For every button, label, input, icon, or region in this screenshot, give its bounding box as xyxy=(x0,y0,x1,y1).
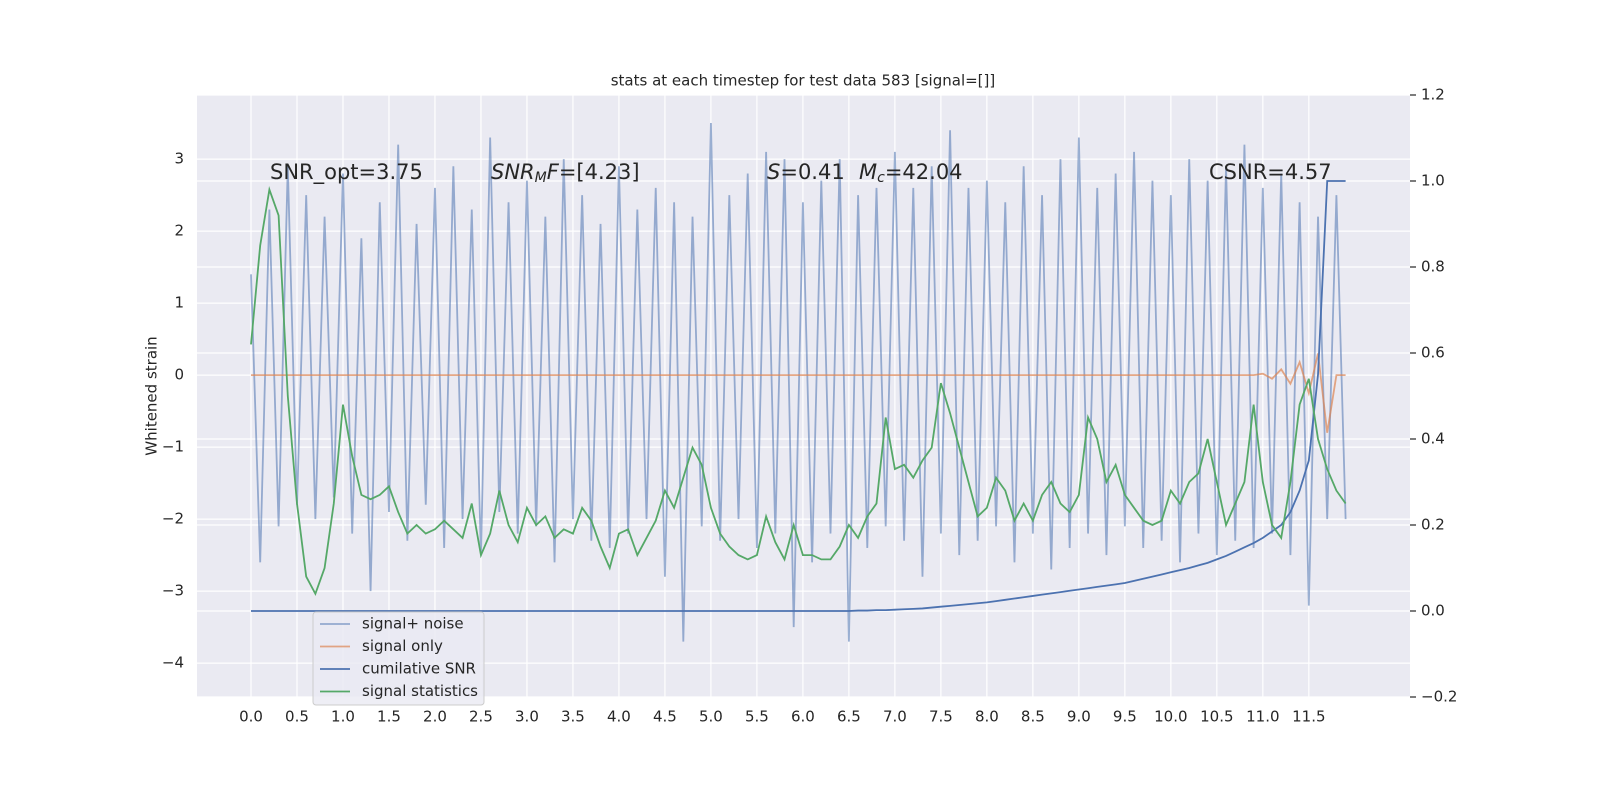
x-tick-label: 5.5 xyxy=(745,708,769,726)
y-tick-label: −2 xyxy=(162,510,184,528)
x-tick-label: 8.5 xyxy=(1021,708,1045,726)
y-tick-label: 1 xyxy=(174,294,184,312)
annotation: SNR_opt=3.75 xyxy=(270,160,423,185)
x-tick-label: 3.5 xyxy=(561,708,585,726)
y2-tick-label: 1.2 xyxy=(1421,86,1445,104)
x-tick-label: 9.0 xyxy=(1067,708,1091,726)
x-tick-label: 6.0 xyxy=(791,708,815,726)
chart-title: stats at each timestep for test data 583… xyxy=(611,72,996,90)
y-tick-label: 2 xyxy=(174,222,184,240)
x-tick-label: 11.0 xyxy=(1246,708,1279,726)
x-tick-label: 7.0 xyxy=(883,708,907,726)
x-tick-label: 6.5 xyxy=(837,708,861,726)
x-tick-label: 10.5 xyxy=(1200,708,1233,726)
series-line xyxy=(250,186,1347,597)
x-tick-label: 11.5 xyxy=(1292,708,1325,726)
y2-tick-label: 0.4 xyxy=(1421,430,1445,448)
annotation: CSNR=4.57 xyxy=(1209,160,1332,184)
y-tick-label: 0 xyxy=(174,366,184,384)
annotation-part: S xyxy=(767,160,780,184)
series-line xyxy=(250,123,1347,642)
series-line xyxy=(250,180,1346,612)
y2-tick-label: 0.2 xyxy=(1421,516,1445,534)
x-tick-label: 2.0 xyxy=(423,708,447,726)
x-tick-label: 4.0 xyxy=(607,708,631,726)
annotation-part: SNR_opt=3.75 xyxy=(270,160,423,185)
x-tick-label: 8.0 xyxy=(975,708,999,726)
x-tick-label: 1.0 xyxy=(331,708,355,726)
annotation-part: M xyxy=(859,160,877,184)
legend-label: signal+ noise xyxy=(362,615,464,633)
x-tick-label: 0.5 xyxy=(285,708,309,726)
annotation-part: c xyxy=(877,170,885,186)
y-axis-label: Whitened strain xyxy=(143,336,161,455)
x-tick-label: 3.0 xyxy=(515,708,539,726)
annotation: SNRMF=[4.23] xyxy=(491,160,640,186)
x-tick-label: 1.5 xyxy=(377,708,401,726)
y2-tick-label: −0.2 xyxy=(1421,688,1457,706)
y2-tick-label: 0.8 xyxy=(1421,258,1445,276)
y2-tick-label: 1.0 xyxy=(1421,172,1445,190)
legend-box xyxy=(312,611,485,706)
x-tick-label: 2.5 xyxy=(469,708,493,726)
annotation-part: F xyxy=(547,160,560,184)
y-tick-label: 3 xyxy=(174,150,184,168)
series-line xyxy=(250,353,1346,433)
x-tick-label: 5.0 xyxy=(699,708,723,726)
annotation: Mc=42.04 xyxy=(859,160,963,186)
legend-label: signal statistics xyxy=(362,682,478,700)
annotation-part: M xyxy=(535,170,547,186)
y2-tick-label: 0.6 xyxy=(1421,344,1445,362)
y-tick-label: −1 xyxy=(162,438,184,456)
x-tick-label: 9.5 xyxy=(1113,708,1137,726)
legend-label: cumilative SNR xyxy=(362,660,476,678)
x-tick-label: 10.0 xyxy=(1154,708,1187,726)
annotation-part: =42.04 xyxy=(885,160,963,184)
legend-label: signal only xyxy=(362,637,443,655)
annotation-part: SNR xyxy=(491,160,535,184)
annotation-part: =[4.23] xyxy=(559,160,640,184)
y-tick-label: −4 xyxy=(162,654,184,672)
annotation-part: CSNR=4.57 xyxy=(1209,160,1332,184)
y2-tick-label: 0.0 xyxy=(1421,602,1445,620)
annotation: S=0.41 xyxy=(767,160,845,184)
annotation-part: =0.41 xyxy=(780,160,844,184)
x-tick-label: 0.0 xyxy=(239,708,263,726)
y-tick-label: −3 xyxy=(162,582,184,600)
x-tick-label: 4.5 xyxy=(653,708,677,726)
x-tick-label: 7.5 xyxy=(929,708,953,726)
